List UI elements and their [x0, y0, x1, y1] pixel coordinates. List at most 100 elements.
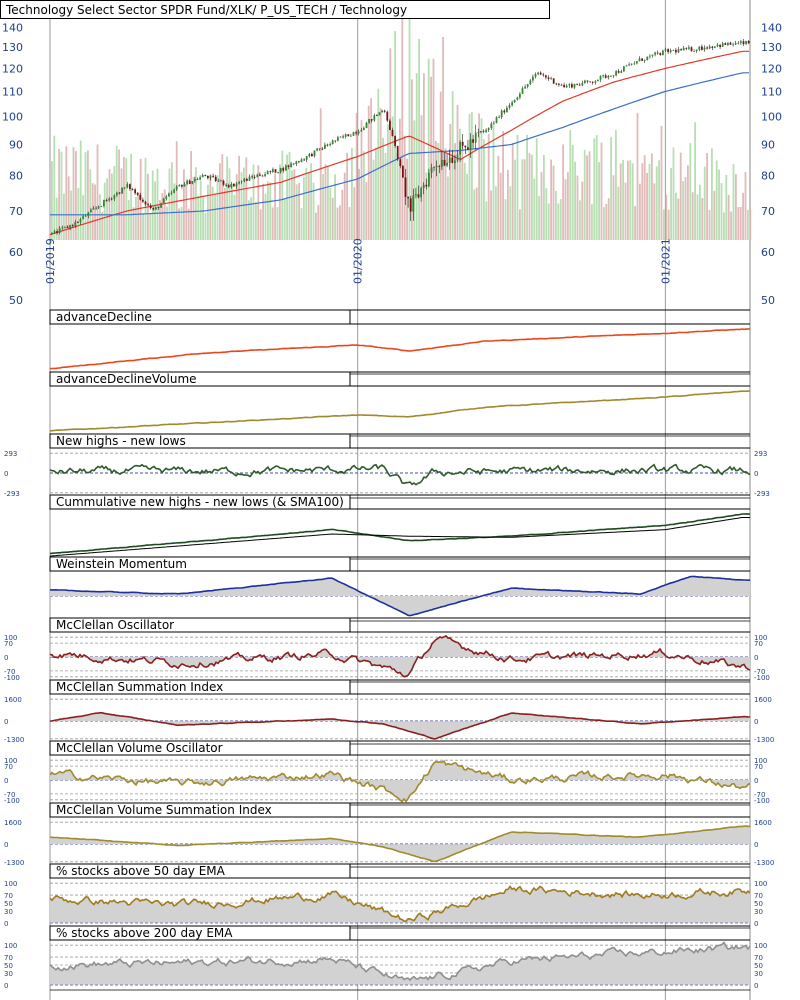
volume-bar-153: [418, 38, 420, 241]
volume-bar-250: [651, 153, 653, 240]
candle-body-36: [144, 201, 147, 205]
candle-body-176: [508, 105, 511, 108]
volume-bar-279: [720, 183, 723, 240]
panel-header-box: [49, 494, 351, 510]
candle-body-211: [599, 75, 602, 80]
volume-bar-224: [588, 151, 591, 240]
panel-ytick-right: 0: [754, 777, 758, 785]
y-tick-right: 120: [761, 62, 782, 75]
candle-body-141: [417, 194, 420, 198]
candle-body-65: [220, 180, 222, 182]
series-line-0: [49, 513, 751, 555]
candle-body-196: [560, 84, 563, 86]
volume-bar-239: [624, 182, 627, 240]
volume-bar-53: [178, 208, 180, 240]
panel-ytick-right: 0: [754, 841, 758, 849]
candle-body-100: [311, 153, 313, 157]
volume-bar-149: [408, 0, 411, 241]
volume-bar-57: [187, 208, 190, 240]
y-tick-left: 50: [9, 294, 23, 307]
volume-bar-211: [557, 203, 560, 240]
candle-body-149: [438, 166, 441, 168]
candle-body-13: [84, 216, 87, 217]
volume-bar-251: [653, 183, 656, 240]
volume-bar-107: [307, 172, 310, 240]
panel-ytick-left: 70: [4, 763, 13, 771]
candle-body-227: [641, 58, 643, 61]
y-tick-right: 140: [761, 22, 782, 35]
volume-bar-135: [375, 147, 377, 240]
candle-body-223: [630, 63, 633, 65]
candle-body-93: [292, 163, 295, 165]
volume-bar-25: [111, 173, 113, 240]
series-area: [50, 886, 750, 923]
candle-body-26: [118, 192, 121, 194]
volume-bar-195: [519, 209, 521, 240]
candle-body-90: [285, 165, 287, 171]
candle-body-98: [305, 156, 308, 160]
volume-bar-241: [629, 160, 632, 240]
volume-bar-275: [711, 148, 713, 240]
candle-body-203: [578, 84, 581, 86]
volume-bar-113: [322, 173, 324, 240]
volume-bar-235: [615, 130, 617, 240]
panel-ytick-right: 100: [754, 634, 767, 642]
volume-bar-243: [634, 206, 636, 240]
volume-bar-260: [675, 192, 677, 240]
candle-body-10: [77, 222, 79, 223]
volume-bar-214: [564, 179, 567, 240]
volume-bar-220: [579, 200, 581, 240]
candle-body-128: [383, 110, 386, 112]
candle-body-251: [703, 47, 706, 50]
volume-bar-255: [663, 209, 665, 240]
volume-bar-4: [60, 151, 63, 240]
candle-body-2: [56, 231, 58, 233]
volume-bar-218: [574, 161, 576, 240]
candle-body-75: [246, 178, 248, 181]
volume-bar-100: [291, 170, 293, 240]
panel-header-box: [49, 802, 351, 818]
candle-body-218: [617, 71, 620, 73]
volume-bar-284: [732, 164, 735, 240]
volume-bar-92: [271, 207, 274, 240]
volume-bar-38: [142, 213, 144, 240]
y-tick-right: 80: [761, 170, 775, 183]
candle-body-38: [149, 205, 152, 209]
candle-body-129: [386, 111, 389, 121]
volume-bar-128: [358, 168, 360, 240]
candle-body-253: [708, 46, 711, 49]
volume-bar-176: [473, 189, 476, 240]
volume-bar-14: [84, 152, 87, 240]
candle-body-28: [123, 187, 126, 189]
indicator-panel-4: [49, 556, 750, 622]
panel-ytick-left: -100: [4, 674, 20, 682]
candle-body-46: [170, 192, 173, 194]
volume-bar-233: [610, 137, 612, 240]
volume-bar-204: [540, 172, 543, 240]
volume-bar-145: [399, 118, 401, 240]
x-tick-label: 01/2021: [659, 238, 672, 284]
candle-body-70: [233, 183, 235, 187]
y-tick-right: 110: [761, 85, 782, 98]
panel-header-box: [49, 371, 351, 387]
candle-body-17: [95, 207, 97, 209]
panel-ytick-right: 100: [754, 942, 767, 950]
volume-bar-189: [504, 199, 507, 240]
volume-bar-73: [226, 156, 228, 240]
volume-bar-99: [288, 151, 291, 240]
volume-bar-191: [509, 186, 512, 240]
volume-bar-237: [619, 163, 622, 240]
volume-bar-265: [687, 165, 689, 240]
candle-body-221: [625, 65, 628, 67]
volume-bar-236: [617, 186, 620, 240]
volume-bar-61: [197, 196, 200, 240]
candle-body-47: [173, 189, 175, 193]
candle-body-51: [183, 184, 186, 187]
y-tick-right: 100: [761, 111, 782, 124]
panel-title-2: New highs - new lows: [56, 434, 186, 448]
candle-body-157: [459, 141, 461, 155]
candle-body-55: [194, 179, 196, 182]
candle-body-161: [469, 139, 472, 150]
candle-body-230: [649, 55, 651, 57]
volume-bar-9: [72, 147, 75, 240]
